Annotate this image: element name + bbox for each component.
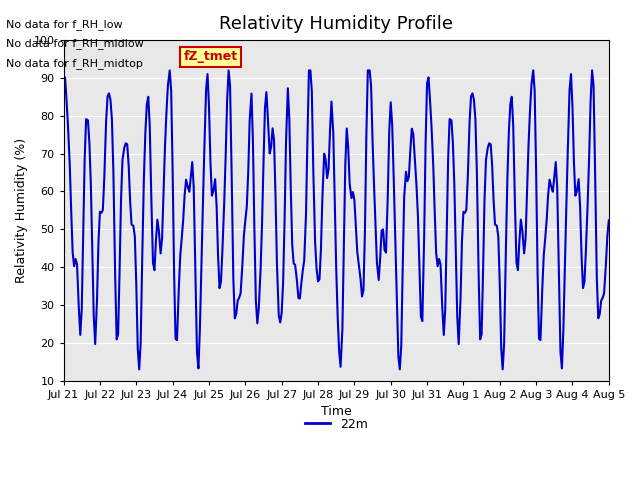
Text: fZ_tmet: fZ_tmet [184, 50, 237, 63]
Legend: 22m: 22m [300, 413, 372, 436]
Text: No data for f_RH_low: No data for f_RH_low [6, 19, 123, 30]
Text: No data for f_RH_midtop: No data for f_RH_midtop [6, 58, 143, 69]
Title: Relativity Humidity Profile: Relativity Humidity Profile [219, 15, 453, 33]
X-axis label: Time: Time [321, 405, 351, 418]
Text: No data for f_RH_midlow: No data for f_RH_midlow [6, 38, 144, 49]
Y-axis label: Relativity Humidity (%): Relativity Humidity (%) [15, 138, 28, 283]
